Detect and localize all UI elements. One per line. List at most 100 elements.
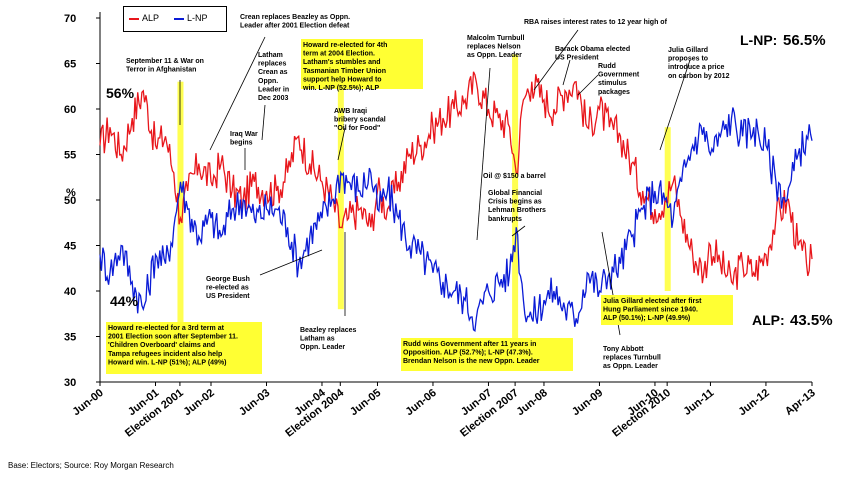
annotation-15-line-2: Lehman Brothers: [488, 207, 546, 214]
annotation-8-line-1: 2001 Election soon after September 11.: [108, 334, 238, 341]
annotation-box-16: [401, 338, 573, 371]
annotation-12-line-3: packages: [598, 89, 630, 96]
series-lines: [99, 71, 813, 332]
annotation-4-line-3: Tasmanian Timber Union: [303, 68, 386, 75]
annotation-8-line-4: Howard win. L-NP (51%); ALP (49%): [108, 359, 227, 366]
y-tick-label-40: 40: [64, 286, 76, 298]
lnp-end-value: 56.5%: [783, 32, 826, 49]
annotation-3-line-0: Iraq War: [230, 131, 258, 138]
alp-end-label: ALP:: [752, 312, 785, 328]
annotation-4-line-2: Latham's stumbles and: [303, 59, 381, 66]
y-tick-label-55: 55: [64, 150, 76, 162]
series-line-l-np: [99, 107, 813, 332]
annotation-arrow-10: [533, 29, 579, 91]
annotation-15-line-1: Crisis begins as: [488, 199, 542, 206]
lnp-start-callout: 44%: [110, 293, 139, 309]
series-line-alp: [99, 71, 813, 290]
footer-source: Base: Electors; Source: Roy Morgan Resea…: [8, 461, 174, 470]
annotation-5-line-2: "Oil for Food": [334, 125, 380, 132]
annotation-4-line-5: win. L-NP (52.5%); ALP: [302, 85, 380, 92]
x-tick-label-11: Jun-08: [514, 387, 549, 418]
highlight-band-3: [664, 127, 671, 291]
legend-lnp-swatch: [174, 18, 184, 20]
annotation-2-line-2: Crean as: [258, 69, 288, 76]
annotation-box-4: [301, 39, 423, 89]
highlight-bands: [177, 54, 671, 346]
annotation-arrow-12: [577, 74, 599, 96]
alp-end-value: 43.5%: [790, 312, 833, 329]
y-axis-label: %: [66, 187, 76, 199]
annotation-9-line-1: replaces Nelson: [467, 44, 521, 51]
annotation-15-line-3: bankrupts: [488, 216, 522, 223]
annotation-17-line-2: as Oppn. Leader: [603, 363, 658, 370]
lnp-end-label: L-NP:: [740, 32, 777, 48]
annotation-box-8: [106, 322, 262, 374]
highlight-band-0: [177, 81, 184, 328]
annotation-12-line-2: stimulus: [598, 80, 627, 87]
annotations: September 11 & War on Terror in Afghanist…: [106, 14, 733, 374]
annotation-8-line-3: Tampa refugees incident also help: [108, 351, 222, 358]
annotation-18-line-0: Julia Gillard elected after first: [603, 298, 702, 305]
y-tick-label-70: 70: [64, 13, 76, 25]
annotation-8-line-0: Howard re-elected for a 3rd term at: [108, 325, 225, 332]
annotation-17-line-1: replaces Turnbull: [603, 355, 661, 362]
annotation-6-line-0: George Bush: [206, 276, 250, 283]
x-tick-label-16: Jun-12: [736, 387, 771, 418]
annotation-7-line-0: Beazley replaces: [300, 327, 357, 334]
annotation-box-18: [601, 295, 733, 325]
annotation-1-line-0: Crean replaces Beazley as Oppn.: [240, 14, 350, 21]
annotation-arrow-1: [209, 36, 266, 151]
annotation-16-line-2: Brendan Nelson is the new Oppn. Leader: [403, 358, 540, 365]
annotation-4-line-0: Howard re-elected for 4th: [303, 42, 387, 49]
annotation-16-line-1: Opposition. ALP (52.7%); L-NP (47.3%).: [403, 350, 533, 357]
annotation-15-line-0: Global Financial: [488, 190, 542, 197]
annotation-13-line-1: proposes to: [668, 56, 708, 63]
annotation-6-line-1: re-elected as: [206, 285, 249, 292]
annotation-arrow-13: [659, 59, 691, 151]
annotation-9-line-0: Malcolm Turnbull: [467, 35, 524, 42]
annotation-5-line-0: AWB Iraqi: [334, 108, 367, 115]
annotation-2-line-1: replaces: [258, 61, 287, 68]
x-tick-label-0: Jun-00: [71, 387, 106, 418]
y-tick-label-45: 45: [64, 241, 76, 253]
legend-alp-swatch: [129, 18, 139, 20]
annotation-0-line-0: September 11 & War on: [126, 58, 204, 65]
x-tick-label-14: Election 2010: [610, 387, 673, 440]
x-tick-label-15: Jun-11: [681, 387, 716, 418]
annotation-arrow-6: [259, 249, 323, 276]
annotation-11-line-0: Barack Obama elected: [555, 46, 630, 53]
annotation-4-line-4: support help Howard to: [303, 76, 382, 83]
annotation-7-line-1: Latham as: [300, 336, 335, 343]
annotation-11-line-1: US President: [555, 55, 599, 62]
annotation-8-line-2: 'Children Overboard' claims and: [108, 342, 215, 349]
annotation-3-line-1: begins: [230, 140, 253, 147]
annotation-5-line-1: bribery scandal: [334, 117, 386, 124]
annotation-14-line-0: Oil @ $150 a barrel: [483, 173, 546, 180]
annotation-12-line-1: Government: [598, 72, 640, 79]
annotation-0-line-1: Terror in Afghanistan: [126, 67, 196, 74]
y-tick-label-30: 30: [64, 377, 76, 389]
x-tick-label-17: Apr-13: [783, 387, 818, 418]
x-tick-label-12: Jun-09: [570, 387, 605, 418]
annotation-9-line-2: as Oppn. Leader: [467, 52, 522, 59]
annotation-2-line-0: Latham: [258, 52, 283, 59]
annotation-2-line-3: Oppn.: [258, 78, 278, 85]
annotation-arrow-15: [511, 225, 526, 237]
annotation-13-line-2: introduce a price: [668, 64, 725, 71]
annotation-17-line-0: Tony Abbott: [603, 346, 644, 353]
annotation-6-line-2: US President: [206, 293, 250, 300]
annotation-12-line-0: Rudd: [598, 63, 616, 70]
annotation-16-line-0: Rudd wins Government after 11 years in: [403, 341, 536, 348]
legend: ALP L-NP: [123, 6, 227, 32]
y-tick-label-35: 35: [64, 332, 76, 344]
annotation-arrow-2: [261, 104, 266, 141]
annotation-2-line-5: Dec 2003: [258, 95, 288, 102]
annotation-4-line-1: term at 2004 Election.: [303, 51, 375, 58]
annotation-18-line-1: Hung Parliament since 1940.: [603, 307, 698, 314]
y-tick-label-60: 60: [64, 104, 76, 116]
axes: [96, 12, 813, 386]
x-tick-label-4: Jun-03: [237, 387, 272, 418]
annotation-1-line-1: Leader after 2001 Election defeat: [240, 23, 350, 30]
x-tick-label-3: Jun-02: [181, 387, 216, 418]
